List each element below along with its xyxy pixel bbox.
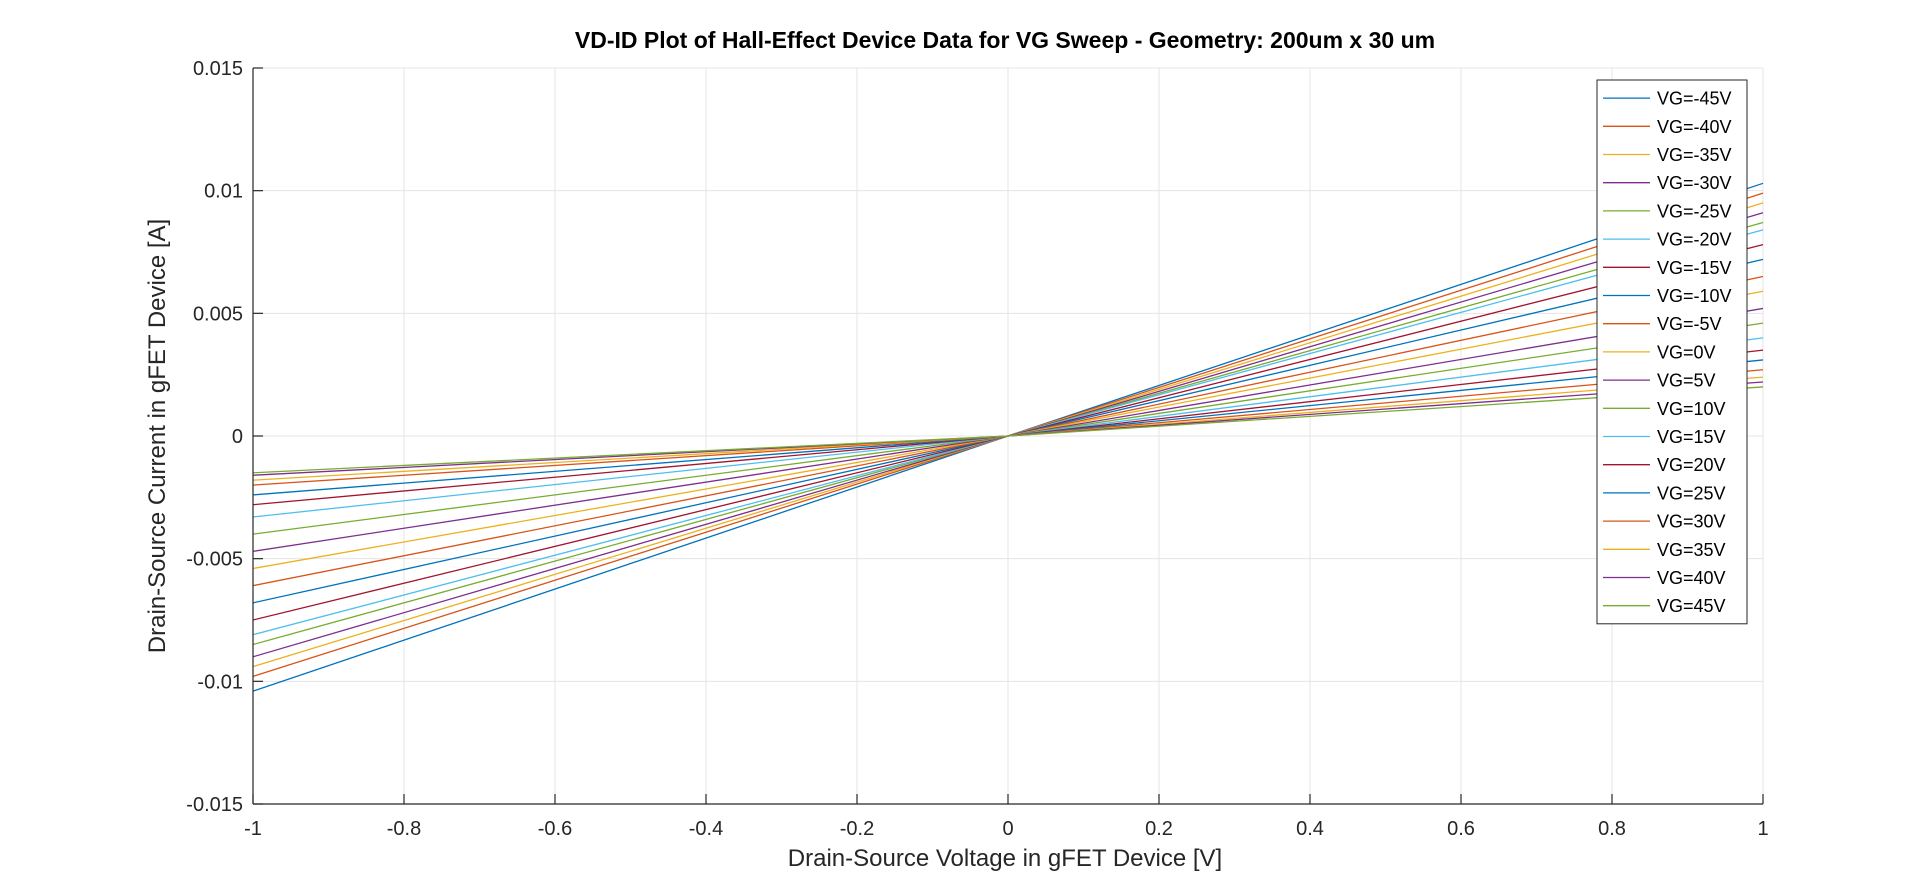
legend-entry: VG=-15V: [1657, 258, 1732, 278]
legend-entry: VG=-10V: [1657, 286, 1732, 306]
legend-entry: VG=-45V: [1657, 89, 1732, 109]
y-tick-label: -0.01: [197, 671, 243, 693]
y-tick-label: 0.005: [193, 303, 243, 325]
x-tick-label: 0.4: [1296, 818, 1324, 840]
legend-entry: VG=20V: [1657, 455, 1726, 475]
legend-entry: VG=45V: [1657, 596, 1726, 616]
y-tick-label: 0.01: [204, 181, 243, 203]
legend: VG=-45V VG=-40V VG=-35V VG=-30V VG=-25V VG=-2…: [1597, 80, 1747, 624]
y-tick-label: 0: [232, 426, 243, 448]
x-tick-label: -1: [244, 818, 262, 840]
legend-entry: VG=40V: [1657, 568, 1726, 588]
legend-entry: VG=5V: [1657, 371, 1716, 391]
legend-entry: VG=-35V: [1657, 145, 1732, 165]
y-tick-label: -0.005: [186, 549, 243, 571]
legend-entry: VG=30V: [1657, 512, 1726, 532]
x-tick-label: 1: [1757, 818, 1768, 840]
x-tick-label: 0.2: [1145, 818, 1173, 840]
x-tick-label: -0.8: [387, 818, 421, 840]
legend-entry: VG=-20V: [1657, 230, 1732, 250]
x-tick-label: -0.2: [840, 818, 874, 840]
legend-entry: VG=25V: [1657, 483, 1726, 503]
legend-entry: VG=-25V: [1657, 201, 1732, 221]
legend-entry: VG=35V: [1657, 540, 1726, 560]
y-tick-label: 0.015: [193, 58, 243, 80]
x-tick-label: 0: [1002, 818, 1013, 840]
chart-title: VD-ID Plot of Hall-Effect Device Data fo…: [575, 27, 1435, 53]
y-axis-label: Drain-Source Current in gFET Device [A]: [144, 219, 171, 653]
legend-entry: VG=0V: [1657, 342, 1716, 362]
y-tick-label: -0.015: [186, 794, 243, 816]
legend-entry: VG=15V: [1657, 427, 1726, 447]
legend-entry: VG=-30V: [1657, 173, 1732, 193]
x-tick-label: 0.8: [1598, 818, 1626, 840]
legend-entry: VG=-5V: [1657, 314, 1722, 334]
x-tick-label: -0.4: [689, 818, 723, 840]
x-tick-label: 0.6: [1447, 818, 1475, 840]
x-tick-label: -0.6: [538, 818, 572, 840]
legend-entry: VG=10V: [1657, 399, 1726, 419]
legend-entry: VG=-40V: [1657, 117, 1732, 137]
x-axis-label: Drain-Source Voltage in gFET Device [V]: [788, 845, 1222, 872]
